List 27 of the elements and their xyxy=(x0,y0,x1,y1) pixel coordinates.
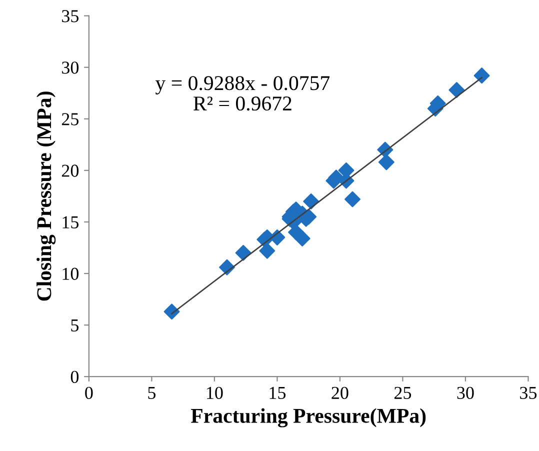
x-tick-label: 25 xyxy=(394,386,412,400)
x-tick-label: 0 xyxy=(85,386,93,400)
y-tick-label: 0 xyxy=(70,370,79,384)
x-tick-label: 15 xyxy=(270,386,286,400)
x-tick-label: 35 xyxy=(520,386,537,400)
annotation: y = 0.9288x - 0.0757 R² = 0.9672 xyxy=(155,76,330,111)
x-tick-label: 5 xyxy=(148,387,156,400)
y-tick-label: 30 xyxy=(62,62,79,74)
point xyxy=(474,68,490,84)
point xyxy=(448,82,465,98)
x-axis-title: Fracturing Pressure(MPa) xyxy=(190,408,426,428)
x-tick-label: 10 xyxy=(207,386,223,400)
point xyxy=(344,191,360,208)
y-tick-label: 15 xyxy=(62,216,79,228)
y-tick-label: 35 xyxy=(62,10,79,22)
point xyxy=(235,244,252,261)
y-axis-title: Closing Pressure (MPa) xyxy=(36,92,56,301)
point xyxy=(259,242,276,259)
y-tick-label: 5 xyxy=(71,319,79,332)
y-tick-label: 10 xyxy=(62,268,79,280)
y-tick-label: 25 xyxy=(62,113,79,126)
point xyxy=(294,230,310,246)
x-tick-label: 20 xyxy=(332,386,348,400)
point xyxy=(378,154,394,170)
y-tick-label: 20 xyxy=(62,164,79,177)
point xyxy=(303,193,320,210)
x-tick-label: 30 xyxy=(457,386,474,400)
